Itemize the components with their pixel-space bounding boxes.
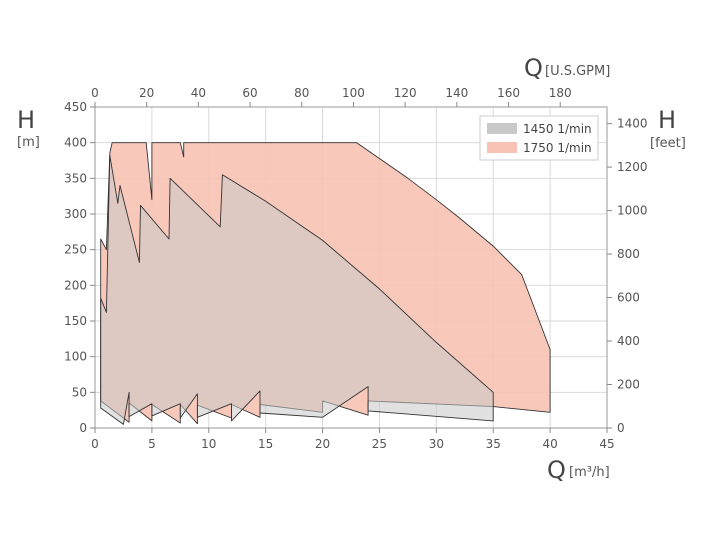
axis-ticks: 0 5 10 15 20 25 30 35 40 450 20 40 60 80 100 120 140 160 1… [64, 86, 647, 451]
x-bottom-axis-unit: [m³/h] [569, 465, 610, 480]
y-left-tick-label: 250 [64, 243, 87, 257]
x-bottom-tick-label: 45 [599, 437, 614, 451]
y-right-axis-unit: [feet] [650, 136, 686, 151]
x-top-tick-label: 60 [242, 86, 257, 100]
x-top-tick-label: 140 [445, 86, 468, 100]
x-top-tick-label: 160 [497, 86, 520, 100]
y-left-tick-label: 350 [64, 171, 87, 185]
x-bottom-axis-label: Q [547, 456, 566, 484]
legend-label-1450: 1450 1/min [523, 122, 592, 136]
y-left-tick-label: 300 [64, 207, 87, 221]
x-bottom-tick-label: 0 [91, 437, 99, 451]
legend-label-1750: 1750 1/min [523, 141, 592, 155]
x-bottom-tick-label: 15 [258, 437, 273, 451]
y-right-axis-label: H [658, 106, 676, 134]
x-bottom-tick-label: 10 [201, 437, 216, 451]
y-left-tick-label: 100 [64, 350, 87, 364]
legend-swatch-1450 [487, 123, 517, 134]
legend-swatch-1750 [487, 142, 517, 153]
plot-frame [94, 106, 608, 429]
x-bottom-tick-label: 5 [148, 437, 156, 451]
x-top-tick-label: 120 [394, 86, 417, 100]
x-bottom-tick-label: 25 [372, 437, 387, 451]
y-left-tick-label: 200 [64, 278, 87, 292]
y-left-tick-label: 0 [79, 421, 87, 435]
series-areas [100, 142, 551, 425]
y-left-axis-unit: [m] [17, 135, 40, 150]
x-bottom-tick-label: 35 [486, 437, 501, 451]
x-bottom-tick-label: 20 [315, 437, 330, 451]
x-top-tick-label: 0 [91, 86, 99, 100]
y-right-tick-label: 600 [617, 291, 640, 305]
x-top-axis-unit: [U.S.GPM] [545, 64, 610, 79]
y-left-tick-label: 450 [64, 100, 87, 114]
x-bottom-tick-label: 30 [429, 437, 444, 451]
x-top-tick-label: 20 [139, 86, 154, 100]
y-right-tick-label: 400 [617, 334, 640, 348]
y-right-tick-label: 1400 [617, 117, 648, 131]
x-top-tick-label: 40 [191, 86, 206, 100]
y-right-tick-label: 800 [617, 247, 640, 261]
y-left-axis-label: H [17, 106, 35, 134]
x-top-tick-label: 100 [342, 86, 365, 100]
x-bottom-tick-label: 40 [542, 437, 557, 451]
y-right-tick-label: 0 [617, 421, 625, 435]
x-top-tick-label: 180 [549, 86, 572, 100]
series-area-1450 [100, 155, 494, 425]
y-right-tick-label: 1200 [617, 160, 648, 174]
y-left-tick-label: 400 [64, 136, 87, 150]
x-top-axis-label: Q [524, 54, 543, 82]
x-top-tick-label: 80 [294, 86, 309, 100]
legend: 1450 1/min 1750 1/min [479, 115, 599, 161]
y-right-tick-label: 200 [617, 378, 640, 392]
y-left-tick-label: 50 [72, 385, 87, 399]
y-left-tick-label: 150 [64, 314, 87, 328]
y-right-tick-label: 1000 [617, 204, 648, 218]
